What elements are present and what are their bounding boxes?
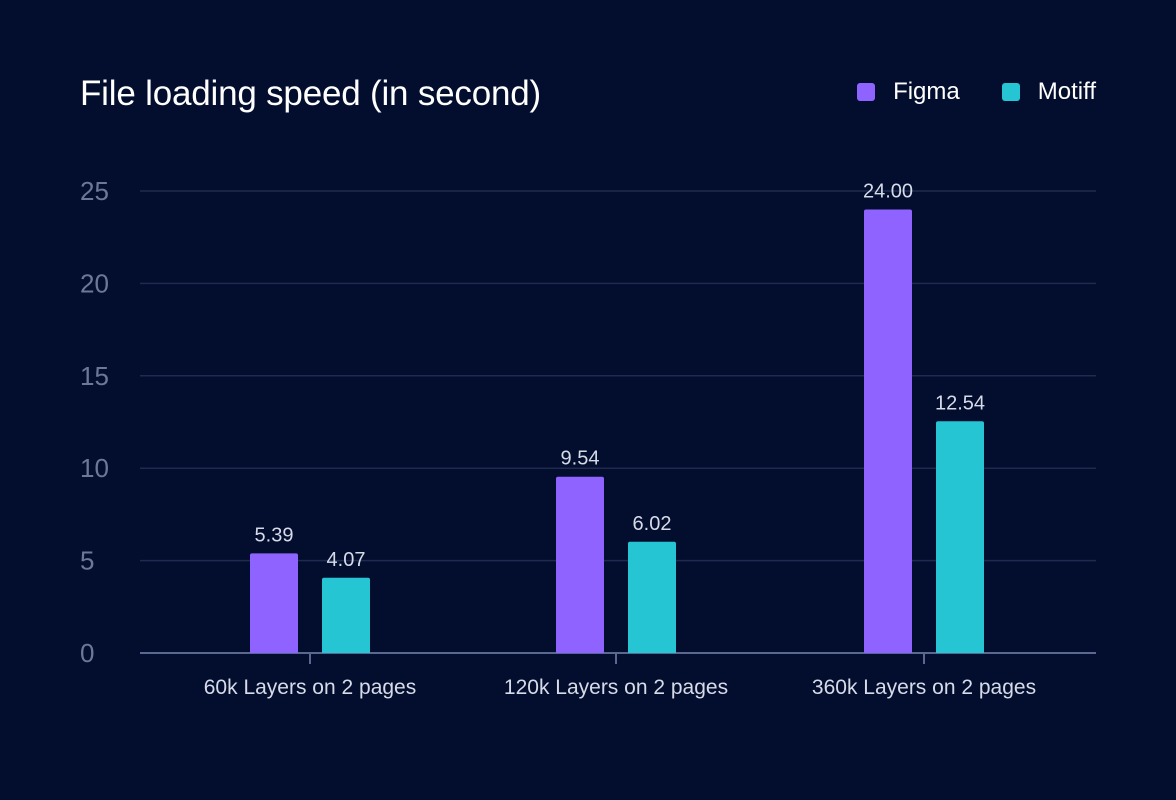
data-label: 5.39 <box>255 524 294 546</box>
x-tick-label: 360k Layers on 2 pages <box>812 676 1036 699</box>
y-tick-label: 20 <box>80 268 109 298</box>
bar-motiff <box>628 541 676 653</box>
y-tick-label: 10 <box>80 453 109 483</box>
chart-title: File loading speed (in second) <box>80 74 541 113</box>
y-tick-label: 5 <box>80 546 94 576</box>
legend-item-figma: Figma <box>857 76 960 108</box>
bar-motiff <box>322 577 370 653</box>
legend: Figma Motiff <box>815 76 1096 108</box>
y-tick-label: 25 <box>80 176 109 206</box>
legend-item-motiff: Motiff <box>1001 76 1096 108</box>
legend-swatch-motiff <box>1001 83 1020 101</box>
data-label: 24.00 <box>863 180 913 202</box>
x-tick-label: 60k Layers on 2 pages <box>204 676 416 699</box>
x-tick-label: 120k Layers on 2 pages <box>504 676 728 699</box>
y-tick-label: 15 <box>80 361 109 391</box>
data-label: 9.54 <box>561 448 600 470</box>
data-label: 12.54 <box>935 392 985 414</box>
bar-motiff <box>936 421 984 653</box>
legend-label-motiff: Motiff <box>1037 78 1096 105</box>
data-label: 6.02 <box>633 513 672 535</box>
legend-label-figma: Figma <box>893 78 960 105</box>
y-tick-label: 0 <box>80 638 94 668</box>
legend-swatch-figma <box>857 83 876 101</box>
bar-figma <box>864 209 912 654</box>
bar-figma <box>556 476 604 653</box>
data-label: 4.07 <box>327 549 366 571</box>
bar-figma <box>250 553 298 653</box>
